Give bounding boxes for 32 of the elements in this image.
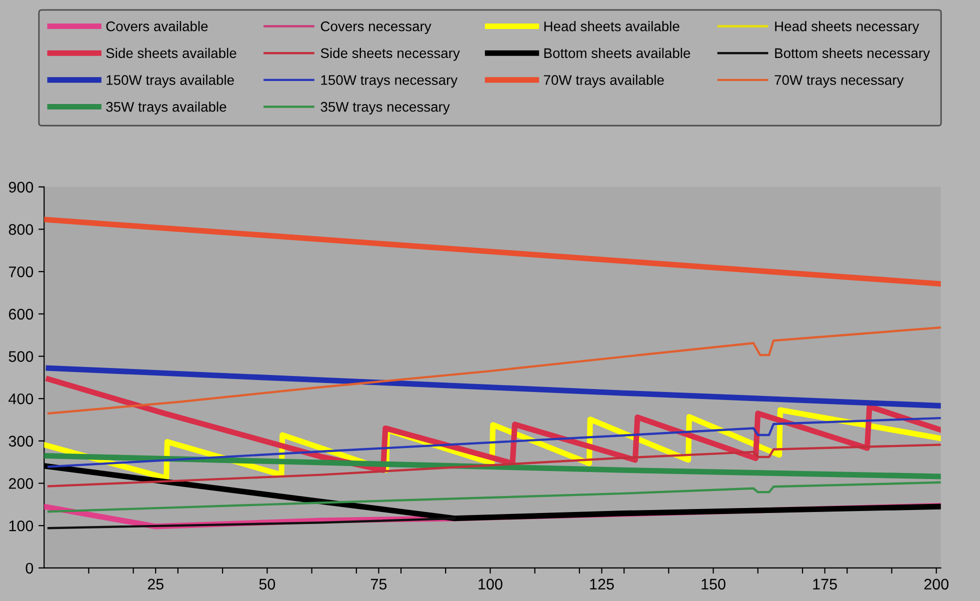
legend-label: Head sheets available xyxy=(544,21,680,32)
legend-label: 70W trays available xyxy=(544,74,664,88)
x-tick-label: 200 xyxy=(924,578,948,590)
x-tick-label: 25 xyxy=(148,578,164,590)
legend-label: Side sheets necessary xyxy=(320,48,460,61)
x-tick-label: 175 xyxy=(813,578,837,590)
y-tick-label: 600 xyxy=(8,308,34,320)
x-tick-label: 125 xyxy=(590,578,614,590)
y-tick-label: 200 xyxy=(8,478,34,489)
legend-label: 70W trays necessary xyxy=(774,75,904,88)
legend-label: Head sheets necessary xyxy=(775,21,920,34)
y-tick-label: 0 xyxy=(26,562,34,574)
x-tick-label: 100 xyxy=(478,578,502,590)
y-tick-label: 900 xyxy=(8,182,34,193)
legend-label: Covers available xyxy=(106,21,208,32)
legend-label: 150W trays available xyxy=(106,74,234,88)
x-tick-label: 50 xyxy=(259,578,276,590)
legend-label: Covers necessary xyxy=(320,21,432,34)
y-tick-label: 500 xyxy=(8,351,34,362)
y-tick-label: 100 xyxy=(9,520,34,532)
x-tick-label: 75 xyxy=(370,578,387,590)
y-tick-label: 700 xyxy=(8,266,34,278)
y-tick-label: 300 xyxy=(8,436,34,447)
legend-label: Side sheets available xyxy=(106,48,236,58)
legend-label: Bottom sheets available xyxy=(544,48,690,58)
legend-label: 35W trays necessary xyxy=(320,102,450,115)
y-tick-label: 800 xyxy=(8,224,34,235)
legend-label: Bottom sheets necessary xyxy=(775,48,930,61)
legend-label: 35W trays available xyxy=(106,102,226,115)
legend-label: 150W trays necessary xyxy=(321,75,458,88)
x-tick-label: 150 xyxy=(702,578,726,590)
y-tick-label: 400 xyxy=(8,393,34,404)
